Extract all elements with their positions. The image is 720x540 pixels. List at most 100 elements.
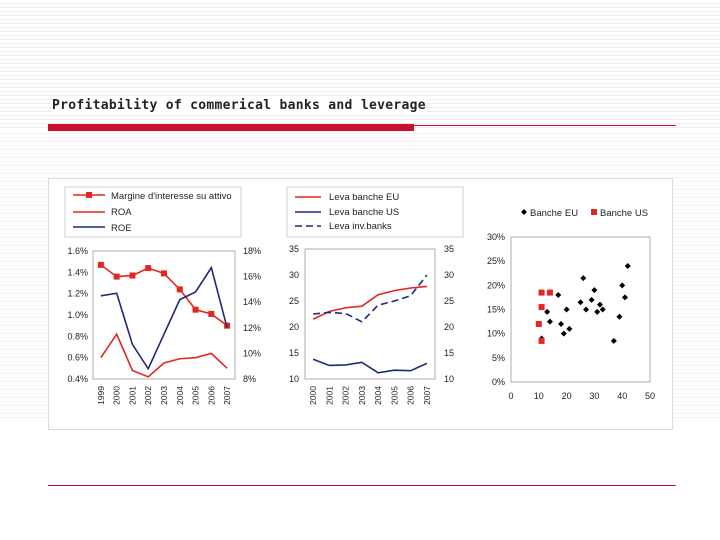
series-marker bbox=[129, 272, 136, 279]
scatter-point-eu bbox=[546, 318, 553, 325]
xtick-label: 2005 bbox=[191, 386, 201, 405]
ytick-right-label: 25 bbox=[444, 296, 454, 306]
ytick-left-label: 10 bbox=[289, 374, 299, 384]
scatter-point-eu bbox=[596, 301, 603, 308]
ytick-left-label: 1.0% bbox=[67, 310, 88, 320]
scatter-point-eu bbox=[555, 292, 562, 298]
title-rule-thick bbox=[48, 124, 414, 131]
bottom-rule bbox=[48, 485, 676, 486]
ytick-left-label: 1.4% bbox=[67, 267, 88, 277]
ytick-label: 15% bbox=[487, 305, 505, 315]
xtick-label: 2003 bbox=[357, 386, 367, 405]
ytick-right-label: 20 bbox=[444, 322, 454, 332]
title-rule-thin bbox=[414, 125, 676, 126]
xtick-label: 50 bbox=[645, 391, 655, 401]
scatter-point-us bbox=[535, 321, 542, 327]
scatter-point-eu bbox=[588, 296, 595, 303]
scatter-point-eu bbox=[580, 275, 587, 282]
xtick-label: 2007 bbox=[222, 386, 232, 405]
xtick-label: 20 bbox=[562, 391, 572, 401]
legend-marker-eu bbox=[521, 209, 527, 215]
chart-leverage: Leva banche EU Leva banche US Leva inv.b… bbox=[286, 186, 464, 405]
ytick-left-label: 1.2% bbox=[67, 289, 88, 299]
scatter-point-eu bbox=[544, 308, 551, 315]
xtick-label: 2007 bbox=[422, 386, 432, 405]
xtick-label: 10 bbox=[534, 391, 544, 401]
xtick-label: 2001 bbox=[324, 386, 334, 405]
ytick-label: 30% bbox=[487, 232, 505, 242]
legend-label-us: Leva banche US bbox=[329, 207, 399, 218]
ytick-left-label: 0.4% bbox=[67, 374, 88, 384]
series-marker bbox=[145, 265, 152, 272]
legend-label-eu: Leva banche EU bbox=[329, 192, 399, 203]
ytick-right-label: 10 bbox=[444, 374, 454, 384]
page-title: Profitability of commerical banks and le… bbox=[52, 98, 426, 113]
xtick-label: 2002 bbox=[143, 386, 153, 405]
ytick-label: 5% bbox=[492, 353, 505, 363]
ytick-right-label: 18% bbox=[243, 246, 261, 256]
scatter-point-us bbox=[538, 289, 545, 296]
series-line-leva-inv-banks bbox=[313, 274, 428, 323]
plot-frame-2 bbox=[304, 248, 436, 380]
scatter-point-eu bbox=[560, 330, 567, 337]
scatter-point-eu bbox=[621, 294, 628, 301]
ytick-right-label: 15 bbox=[444, 348, 454, 358]
xtick-label: 2000 bbox=[308, 386, 318, 405]
scatter-point-eu bbox=[599, 306, 606, 313]
series-marker bbox=[113, 273, 120, 280]
series-marker bbox=[97, 261, 104, 268]
xtick-label: 2002 bbox=[341, 386, 351, 405]
series-marker bbox=[208, 310, 215, 317]
ytick-label: 10% bbox=[487, 329, 505, 339]
ytick-right-label: 35 bbox=[444, 244, 454, 254]
ytick-left-label: 30 bbox=[289, 270, 299, 280]
scatter-point-eu bbox=[583, 306, 590, 313]
xtick-label: 40 bbox=[617, 391, 627, 401]
chart-profitability: Margine d'interesse su attivo ROA ROE 0.… bbox=[64, 186, 261, 405]
xtick-label: 2006 bbox=[206, 386, 216, 405]
scatter-point-eu bbox=[610, 337, 617, 344]
xtick-label: 2004 bbox=[373, 386, 383, 405]
scatter-point-us bbox=[538, 304, 545, 311]
scatter-point-us bbox=[538, 337, 545, 344]
ytick-left-label: 0.6% bbox=[67, 353, 88, 363]
ytick-right-label: 8% bbox=[243, 374, 256, 384]
legend-label-roa: ROA bbox=[111, 207, 132, 218]
series-line-roe bbox=[100, 265, 228, 371]
xtick-label: 2004 bbox=[175, 386, 185, 405]
scatter-point-eu bbox=[577, 299, 584, 306]
plot-frame-1 bbox=[92, 250, 236, 380]
xtick-label: 0 bbox=[508, 391, 513, 401]
ytick-left-label: 0.8% bbox=[67, 331, 88, 341]
plot-frame-3 bbox=[510, 236, 651, 383]
chart-scatter: Banche EU Banche US 0% 5% 10% 15% 20% 25% 30% 0… bbox=[487, 208, 655, 401]
figure-panel: Margine d'interesse su attivo ROA ROE 0.… bbox=[48, 178, 673, 430]
scatter-point-eu bbox=[616, 313, 623, 320]
ytick-label: 25% bbox=[487, 256, 505, 266]
legend-label-inv: Leva inv.banks bbox=[329, 221, 392, 232]
ytick-left-label: 25 bbox=[289, 296, 299, 306]
xtick-label: 2000 bbox=[112, 386, 122, 405]
series-line-leva-banche-us bbox=[312, 358, 428, 374]
ytick-left-label: 15 bbox=[289, 348, 299, 358]
ytick-right-label: 10% bbox=[243, 348, 261, 358]
xtick-label: 1999 bbox=[96, 386, 106, 405]
ytick-right-label: 30 bbox=[444, 270, 454, 280]
series-line-leva-banche-eu bbox=[312, 285, 427, 320]
xtick-label: 2001 bbox=[127, 386, 137, 405]
legend-marker-margine bbox=[86, 192, 92, 198]
ytick-right-label: 14% bbox=[243, 297, 261, 307]
ytick-left-label: 20 bbox=[289, 322, 299, 332]
scatter-point-eu bbox=[566, 325, 573, 332]
legend-label-roe: ROE bbox=[111, 223, 132, 234]
ytick-left-label: 1.6% bbox=[67, 246, 88, 256]
scatter-point-eu bbox=[591, 287, 598, 294]
legend-label-margine: Margine d'interesse su attivo bbox=[111, 191, 232, 202]
xtick-label: 2006 bbox=[406, 386, 416, 405]
xtick-label: 30 bbox=[589, 391, 599, 401]
ytick-left-label: 35 bbox=[289, 244, 299, 254]
legend-marker-us bbox=[591, 209, 597, 215]
series-line-roa bbox=[100, 332, 228, 378]
scatter-point-us bbox=[546, 289, 553, 296]
scatter-point-eu bbox=[619, 282, 626, 289]
